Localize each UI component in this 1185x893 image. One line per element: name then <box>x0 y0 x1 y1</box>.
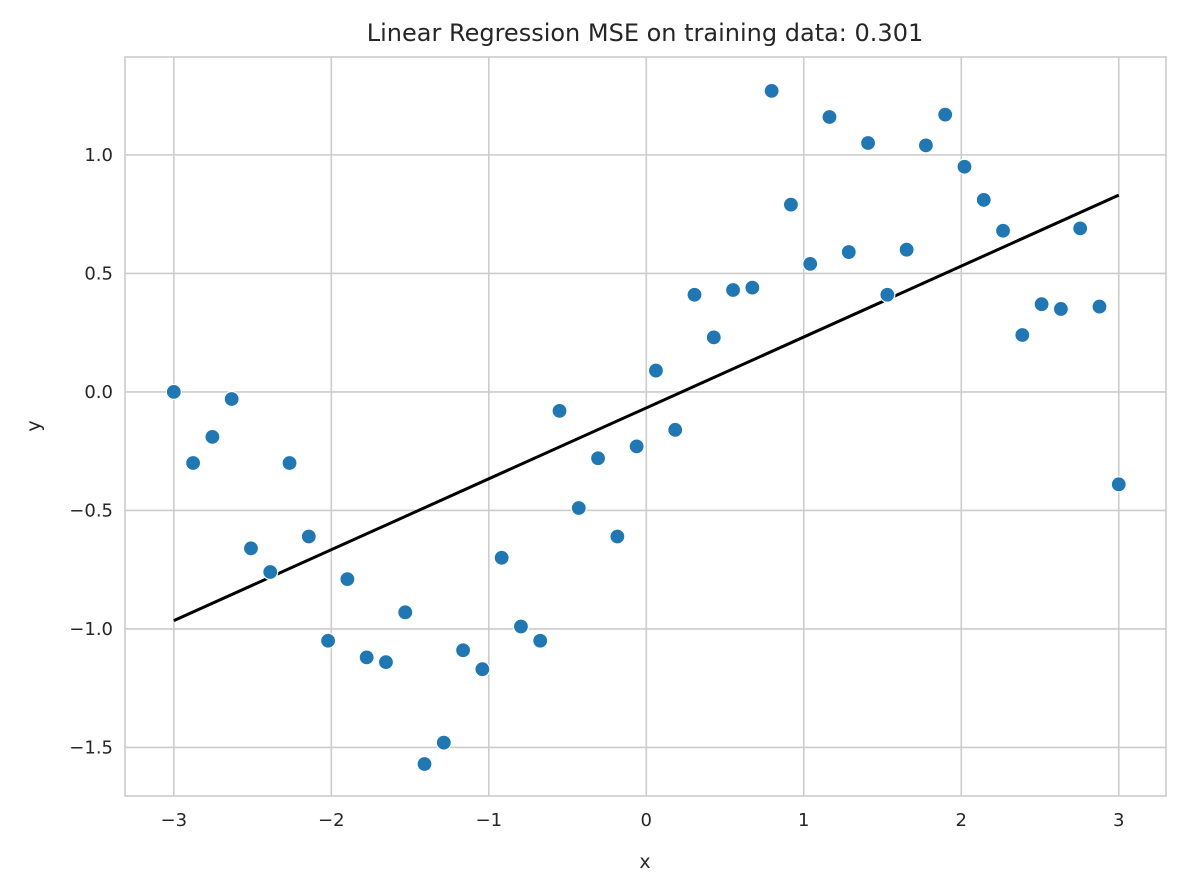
data-point <box>628 438 645 455</box>
data-point <box>262 563 279 581</box>
data-point <box>1091 298 1108 315</box>
tick-labels: −3 −2 −1 0 1 2 3 −1.5 −1.0 −0.5 0.0 0.5 1.0 <box>69 145 1124 831</box>
data-point <box>300 528 317 545</box>
data-point <box>917 137 935 154</box>
data-point <box>1072 220 1089 237</box>
y-tick-label: 0.0 <box>84 382 113 403</box>
data-point <box>821 108 838 126</box>
y-tick-label: 0.5 <box>84 263 113 284</box>
data-point <box>319 632 337 649</box>
x-tick-label: −2 <box>318 810 345 831</box>
y-tick-label: −1.5 <box>69 737 113 758</box>
data-point <box>994 222 1012 239</box>
data-point <box>647 362 665 379</box>
data-point <box>204 428 221 446</box>
data-point <box>956 158 973 175</box>
data-point <box>532 632 549 649</box>
data-point <box>397 604 414 621</box>
data-point <box>898 241 915 258</box>
data-point <box>859 134 877 152</box>
data-point <box>223 390 240 408</box>
data-point <box>570 499 587 517</box>
data-point <box>589 450 607 467</box>
data-point <box>185 454 202 472</box>
data-point <box>281 454 298 472</box>
data-point <box>667 421 684 438</box>
data-point <box>339 571 356 588</box>
data-point <box>744 279 761 296</box>
data-point <box>609 528 626 545</box>
data-point <box>937 106 954 123</box>
data-point <box>454 642 472 659</box>
y-axis-label: y <box>23 420 45 431</box>
data-point <box>975 191 992 209</box>
data-point <box>1033 296 1050 313</box>
x-tick-label: 0 <box>641 810 652 831</box>
data-point <box>782 196 800 213</box>
x-tick-label: 2 <box>956 810 967 831</box>
x-tick-label: −1 <box>476 810 503 831</box>
data-point <box>840 243 857 261</box>
y-tick-label: −0.5 <box>69 500 113 521</box>
x-tick-label: −3 <box>161 810 188 831</box>
chart-title: Linear Regression MSE on training data: … <box>367 19 923 47</box>
x-tick-label: 3 <box>1113 810 1124 831</box>
data-point <box>551 402 568 419</box>
plot-frame <box>124 56 1167 797</box>
grid <box>125 57 1166 796</box>
data-point <box>377 653 395 671</box>
y-tick-label: 1.0 <box>84 145 113 166</box>
data-point <box>165 383 182 400</box>
data-point <box>435 734 452 751</box>
y-tick-label: −1.0 <box>69 619 113 640</box>
data-point <box>493 549 510 566</box>
data-point <box>1052 300 1070 318</box>
x-axis-label: x <box>639 851 650 873</box>
data-point <box>802 255 819 273</box>
x-tick-label: 1 <box>798 810 809 831</box>
data-point <box>474 661 491 678</box>
data-point <box>724 281 742 299</box>
regression-line <box>173 193 1120 622</box>
data-point <box>879 286 896 303</box>
data-point <box>512 618 530 635</box>
data-point <box>763 82 780 99</box>
data-point <box>358 649 375 666</box>
data-marks <box>165 82 1127 773</box>
data-point <box>1110 476 1127 493</box>
data-point <box>416 755 433 773</box>
data-point <box>686 286 703 303</box>
data-point <box>1014 326 1031 344</box>
data-point <box>242 540 260 557</box>
data-point <box>705 329 722 346</box>
